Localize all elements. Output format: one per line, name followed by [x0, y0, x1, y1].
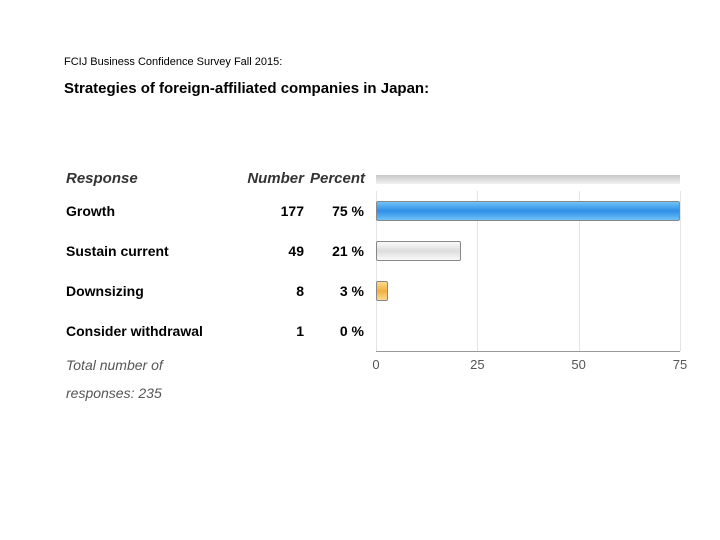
axis-tick: 50 — [571, 357, 585, 372]
table-row: Downsizing83 % — [64, 271, 680, 311]
header-response: Response — [64, 167, 224, 191]
bar-cell — [376, 191, 680, 231]
response-label: Growth — [64, 203, 224, 219]
bar — [376, 281, 388, 301]
x-axis: 0255075 — [376, 351, 680, 379]
axis-tick: 75 — [673, 357, 687, 372]
axis-tick: 0 — [372, 357, 379, 372]
axis-line — [376, 351, 680, 352]
response-number: 177 — [224, 203, 304, 219]
bar — [376, 241, 461, 261]
response-number: 8 — [224, 283, 304, 299]
bar-cell — [376, 311, 680, 351]
axis-row: Total number of responses: 235 0255075 — [64, 351, 680, 379]
response-percent: 21 % — [304, 243, 376, 259]
survey-supertitle: FCIJ Business Confidence Survey Fall 201… — [64, 56, 680, 68]
results-table: Response Number Percent Growth17775 %Sus… — [64, 167, 680, 379]
response-label: Sustain current — [64, 243, 224, 259]
response-number: 49 — [224, 243, 304, 259]
table-row: Growth17775 % — [64, 191, 680, 231]
table-row: Sustain current4921 % — [64, 231, 680, 271]
response-percent: 75 % — [304, 203, 376, 219]
rows-container: Growth17775 %Sustain current4921 %Downsi… — [64, 191, 680, 351]
response-percent: 3 % — [304, 283, 376, 299]
bar-cell — [376, 231, 680, 271]
total-responses-label: Total number of responses: 235 — [64, 351, 224, 379]
header-number: Number — [224, 167, 304, 191]
response-percent: 0 % — [304, 323, 376, 339]
bar-cell — [376, 271, 680, 311]
axis-tick: 25 — [470, 357, 484, 372]
response-label: Consider withdrawal — [64, 323, 224, 339]
header-percent: Percent — [304, 167, 376, 191]
bar — [376, 201, 680, 221]
table-header-row: Response Number Percent — [64, 167, 680, 191]
response-number: 1 — [224, 323, 304, 339]
grid-vertical — [680, 191, 681, 351]
survey-subtitle: Strategies of foreign-affiliated compani… — [64, 80, 680, 97]
header-bar-gradient — [376, 175, 680, 184]
header-bar-area — [376, 167, 680, 191]
response-label: Downsizing — [64, 283, 224, 299]
table-row: Consider withdrawal10 % — [64, 311, 680, 351]
